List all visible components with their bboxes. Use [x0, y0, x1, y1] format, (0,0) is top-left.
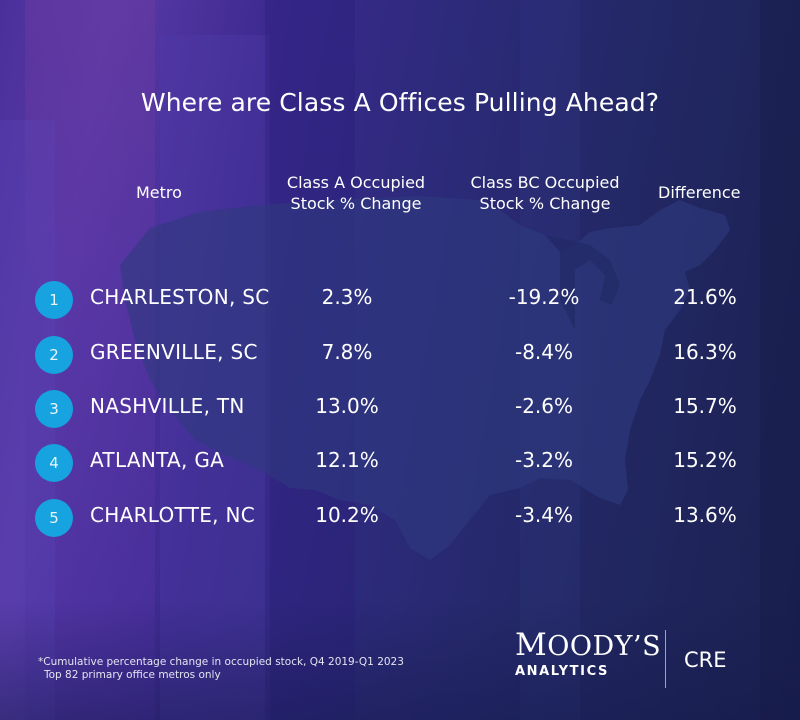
difference-value: 13.6% — [673, 503, 737, 527]
metro-name: CHARLESTON, SC — [90, 285, 270, 309]
class-a-value: 7.8% — [321, 340, 373, 364]
column-header-class-a-line2: Stock % Change — [290, 194, 422, 213]
class-bc-value: -3.4% — [514, 503, 574, 527]
column-header-metro: Metro — [136, 183, 182, 202]
difference-value: 15.7% — [673, 394, 737, 418]
class-bc-value: -2.6% — [514, 394, 574, 418]
page-title: Where are Class A Offices Pulling Ahead? — [140, 88, 660, 117]
table-row: 5 CHARLOTTE, NC 10.2% -3.4% 13.6% — [0, 499, 800, 539]
class-a-value: 12.1% — [315, 448, 379, 472]
rank-badge: 5 — [35, 499, 73, 537]
column-header-class-bc-line1: Class BC Occupied — [470, 173, 620, 192]
metro-name: ATLANTA, GA — [90, 448, 225, 472]
footnote: *Cumulative percentage change in occupie… — [38, 656, 404, 682]
logo-divider — [665, 630, 666, 688]
analytics-wordmark: ANALYTICS — [515, 664, 609, 679]
metro-name: NASHVILLE, TN — [90, 394, 245, 418]
metro-name: GREENVILLE, SC — [90, 340, 258, 364]
table-row: 4 ATLANTA, GA 12.1% -3.2% 15.2% — [0, 444, 800, 484]
moodys-analytics-logo: MOODY’S ANALYTICS — [515, 627, 662, 680]
metro-name: CHARLOTTE, NC — [90, 503, 256, 527]
table-row: 1 CHARLESTON, SC 2.3% -19.2% 21.6% — [0, 281, 800, 321]
table-row: 3 NASHVILLE, TN 13.0% -2.6% 15.7% — [0, 390, 800, 430]
difference-value: 15.2% — [673, 448, 737, 472]
class-bc-value: -19.2% — [508, 285, 580, 309]
footnote-line1: *Cumulative percentage change in occupie… — [38, 656, 404, 668]
column-header-difference: Difference — [658, 183, 741, 202]
rank-badge: 4 — [35, 444, 73, 482]
column-header-class-bc-line2: Stock % Change — [479, 194, 611, 213]
class-bc-value: -3.2% — [514, 448, 574, 472]
column-header-class-a: Class A Occupied Stock % Change — [275, 172, 437, 214]
column-header-class-a-line1: Class A Occupied — [286, 173, 426, 192]
class-bc-value: -8.4% — [514, 340, 574, 364]
background-building — [160, 35, 270, 720]
class-a-value: 13.0% — [315, 394, 379, 418]
footnote-line2: Top 82 primary office metros only — [44, 669, 221, 681]
rank-badge: 1 — [35, 281, 73, 319]
column-header-class-bc: Class BC Occupied Stock % Change — [455, 172, 635, 214]
rank-badge: 2 — [35, 336, 73, 374]
table-row: 2 GREENVILLE, SC 7.8% -8.4% 16.3% — [0, 336, 800, 376]
rank-badge: 3 — [35, 390, 73, 428]
class-a-value: 2.3% — [321, 285, 373, 309]
class-a-value: 10.2% — [315, 503, 379, 527]
difference-value: 21.6% — [673, 285, 737, 309]
moodys-wordmark: MOODY’S — [515, 627, 662, 663]
difference-value: 16.3% — [673, 340, 737, 364]
cre-label: CRE — [684, 648, 727, 672]
